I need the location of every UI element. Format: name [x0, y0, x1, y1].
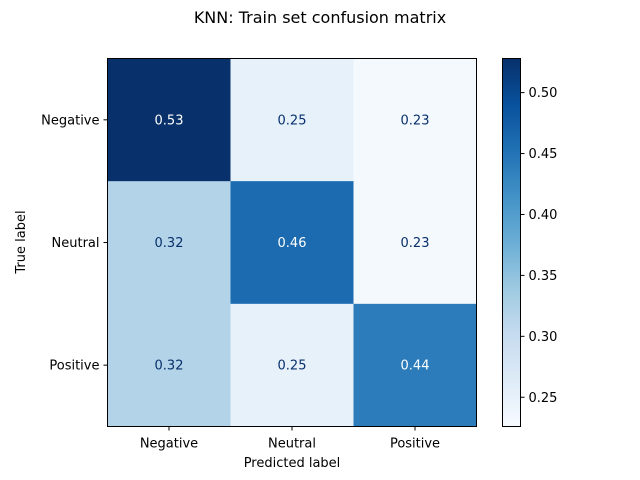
- colorbar: [502, 58, 521, 427]
- y-tick-label: Neutral: [52, 236, 100, 251]
- y-tick-label: Positive: [49, 359, 99, 374]
- matrix-cell-value: 0.32: [155, 236, 184, 251]
- matrix-cell: [230, 303, 354, 427]
- matrix-cell-value: 0.46: [278, 236, 307, 251]
- colorbar-ticks: 0.25 0.30 0.35 0.40 0.45 0.50: [520, 86, 558, 406]
- x-axis-label: Predicted label: [244, 456, 341, 471]
- matrix-cell: [353, 303, 477, 427]
- matrix-cell-value: 0.25: [278, 359, 307, 374]
- matrix-cell: [107, 181, 231, 305]
- colorbar-tick-label: 0.40: [529, 208, 558, 223]
- matrix-cells: 0.53 0.25 0.23 0.32 0.46 0.23 0.32 0.25 0.44: [107, 58, 477, 427]
- matrix-cell-value: 0.23: [401, 236, 430, 251]
- matrix-cell-value: 0.32: [155, 359, 184, 374]
- colorbar-tick-label: 0.50: [529, 86, 558, 101]
- x-axis-ticks: Negative Neutral Positive: [140, 426, 440, 452]
- y-axis-label: True label: [14, 210, 29, 274]
- colorbar-tick-label: 0.45: [529, 147, 558, 162]
- matrix-cell: [353, 58, 477, 182]
- matrix-cell: [230, 58, 354, 182]
- colorbar-tick-label: 0.25: [529, 391, 558, 406]
- colorbar-tick-label: 0.30: [529, 330, 558, 345]
- matrix-cell: [107, 58, 231, 182]
- colorbar-tick-label: 0.35: [529, 269, 558, 284]
- matrix-cell: [353, 181, 477, 305]
- x-tick-label: Positive: [390, 437, 440, 452]
- y-tick-label: Negative: [41, 113, 99, 128]
- x-tick-label: Neutral: [268, 437, 316, 452]
- matrix-cell: [107, 303, 231, 427]
- matrix-cell-value: 0.25: [278, 113, 307, 128]
- matrix-cell-value: 0.53: [155, 113, 184, 128]
- matrix-cell: [230, 181, 354, 305]
- x-tick-label: Negative: [140, 437, 198, 452]
- chart-title: KNN: Train set confusion matrix: [194, 8, 446, 27]
- matrix-cell-value: 0.23: [401, 113, 430, 128]
- y-axis-ticks: Negative Neutral Positive: [41, 113, 108, 374]
- matrix-cell-value: 0.44: [401, 359, 430, 374]
